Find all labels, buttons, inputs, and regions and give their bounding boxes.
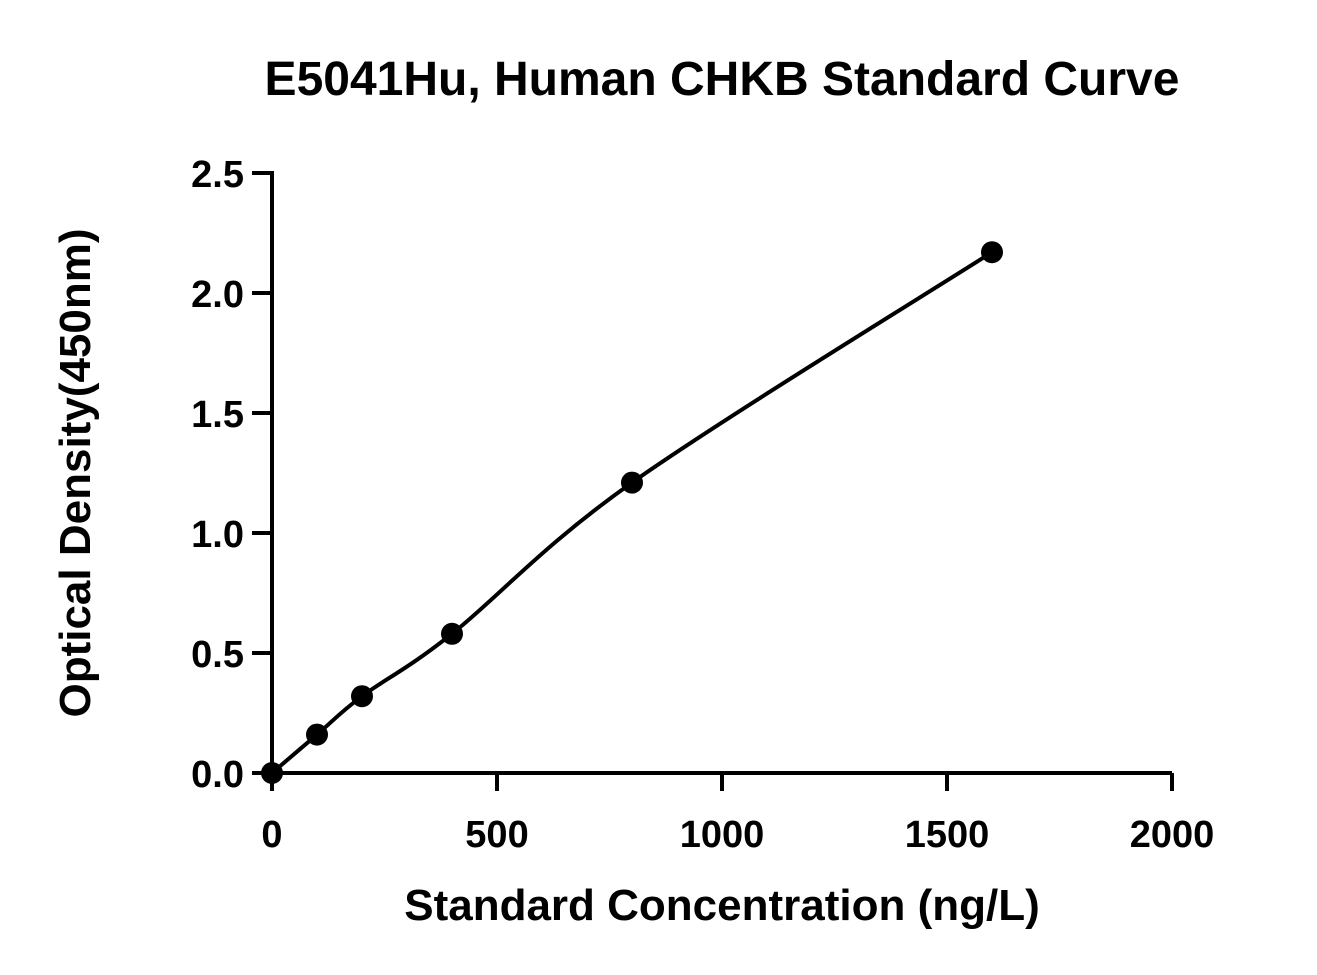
y-tick-label: 2.5 <box>191 154 244 196</box>
x-tick-label: 2000 <box>1130 814 1215 856</box>
data-point <box>351 685 373 708</box>
data-point <box>306 723 328 746</box>
y-axis-ticks: 0.0 0.5 1.0 1.5 2.0 2.5 <box>191 154 272 796</box>
data-point <box>261 762 283 784</box>
y-tick-label: 0.0 <box>191 754 244 796</box>
y-tick-label: 1.5 <box>191 394 244 436</box>
x-tick-label: 0 <box>261 814 282 856</box>
y-tick-label: 2.0 <box>191 274 244 316</box>
axes <box>270 171 1172 775</box>
y-tick-label: 1.0 <box>191 514 244 556</box>
x-tick-label: 1000 <box>680 814 765 856</box>
fit-curve-line <box>270 250 994 775</box>
x-axis-ticks: 0 500 1000 1500 2000 <box>261 773 1214 856</box>
y-tick-label: 0.5 <box>191 634 244 676</box>
chart-title: E5041Hu, Human CHKB Standard Curve <box>265 53 1180 106</box>
data-points-layer <box>261 241 1003 784</box>
x-tick-label: 1500 <box>905 814 990 856</box>
y-axis-label: Optical Density(450nm) <box>51 228 100 717</box>
x-tick-label: 500 <box>465 814 528 856</box>
x-axis-label: Standard Concentration (ng/L) <box>404 881 1040 930</box>
fit-curve-layer <box>270 250 994 775</box>
data-point <box>981 241 1003 264</box>
data-point <box>441 622 463 645</box>
data-point <box>621 471 643 494</box>
